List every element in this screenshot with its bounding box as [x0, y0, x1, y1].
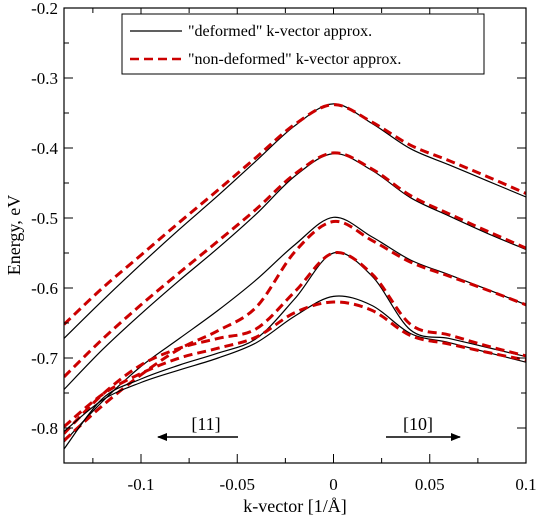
x-tick-label: -0.05: [220, 475, 255, 494]
y-tick-label: -0.7: [31, 349, 58, 368]
y-tick-label: -0.2: [31, 0, 58, 18]
non-deformed-curve-1: [64, 103, 526, 326]
y-axis-title: Energy, eV: [4, 195, 24, 275]
non-deformed-curve-5: [64, 300, 526, 428]
annotation-10-label: [10]: [403, 414, 433, 434]
legend-label-deformed: "deformed" k-vector approx.: [188, 23, 372, 40]
y-tick-label: -0.8: [31, 419, 58, 438]
deformed-curve-5: [64, 295, 526, 432]
legend-box: [121, 13, 485, 75]
annotation-10: [10]: [386, 414, 461, 441]
deformed-curve-3: [64, 216, 526, 443]
x-tick-label: 0.1: [515, 475, 536, 494]
deformed-curve-4: [64, 251, 526, 450]
plot-frame: [63, 7, 527, 464]
x-tick-label: 0.05: [415, 475, 445, 494]
deformed-curve-2: [64, 152, 526, 390]
y-tick-label: -0.5: [31, 209, 58, 228]
curve-group: [64, 103, 526, 450]
y-tick-label: -0.3: [31, 69, 58, 88]
x-tick-label: 0: [329, 475, 338, 494]
non-deformed-curve-3: [64, 219, 526, 442]
legend-label-non-deformed: "non-deformed" k-vector approx.: [188, 51, 401, 68]
annotation-11: [11]: [157, 414, 238, 441]
y-tick-label: -0.4: [31, 139, 58, 158]
legend: "deformed" k-vector approx. "non-deforme…: [121, 13, 485, 75]
x-axis-title: k-vector [1/Å]: [243, 496, 346, 516]
axes-group: -0.1 -0.05 0 0.05 0.1 -0.8 -0.7 -0.6 -0.5 -0.4 -0.…: [31, 0, 537, 494]
non-deformed-curve-4: [64, 251, 526, 435]
x-tick-label: -0.1: [128, 475, 155, 494]
non-deformed-curve-2: [64, 151, 526, 378]
y-tick-label: -0.6: [31, 279, 58, 298]
annotation-11-label: [11]: [191, 414, 220, 434]
deformed-curve-1: [64, 103, 526, 339]
